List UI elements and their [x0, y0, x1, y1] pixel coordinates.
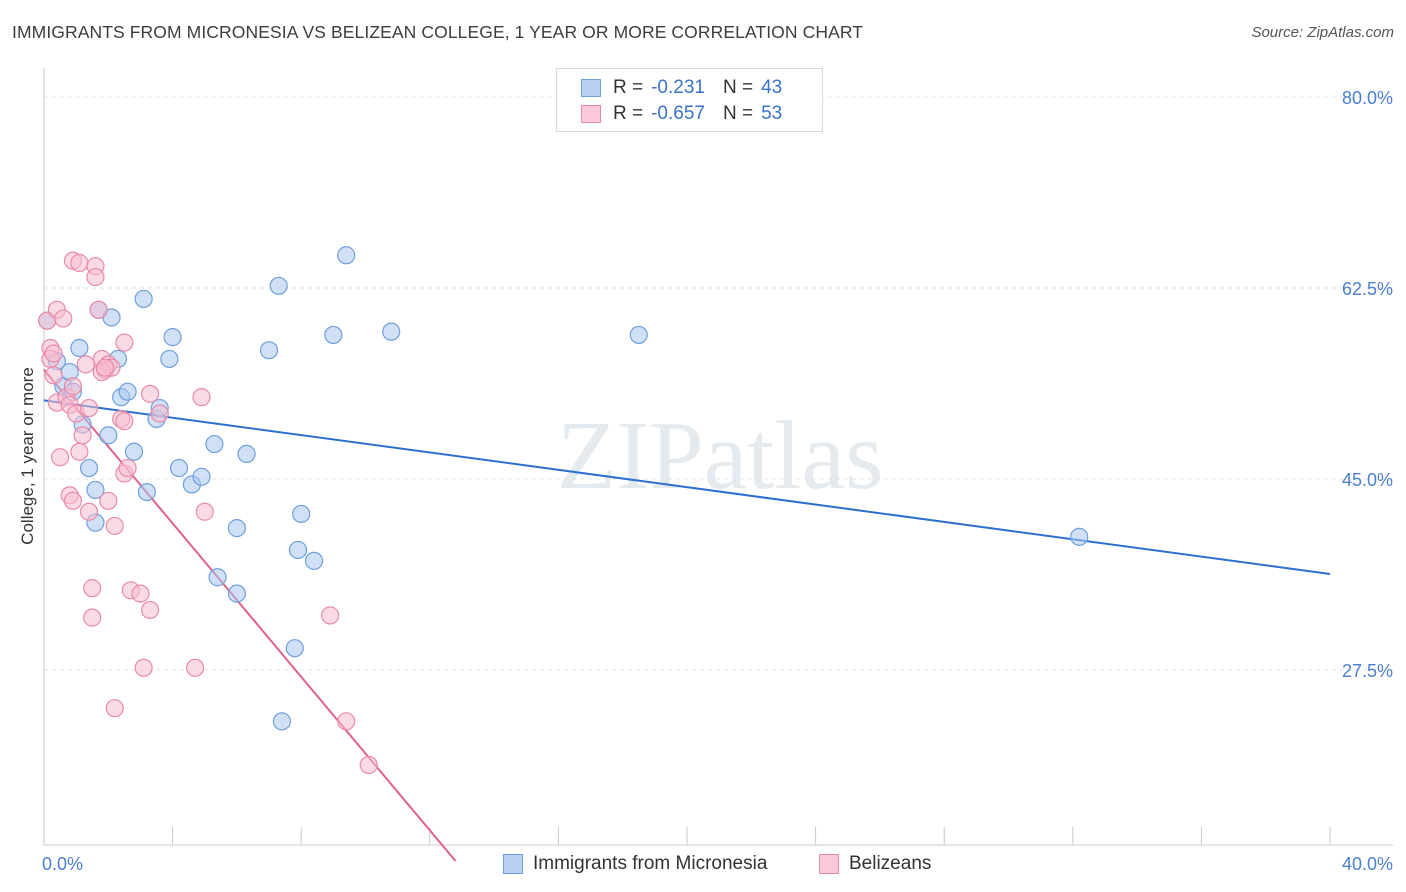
y-tick-labels: 27.5% 45.0% 62.5% 80.0%	[1342, 88, 1393, 681]
x-tick-label-min: 0.0%	[42, 854, 83, 874]
legend-row-belizeans: R = -0.657 N = 53	[581, 101, 800, 127]
point-belizeans	[70, 253, 89, 272]
point-micronesia	[137, 482, 156, 502]
gridlines	[44, 96, 1393, 671]
point-belizeans	[73, 426, 92, 445]
point-micronesia	[99, 426, 118, 445]
point-micronesia	[237, 444, 256, 463]
point-belizeans	[359, 755, 378, 775]
point-micronesia	[272, 712, 292, 731]
point-micronesia	[285, 639, 304, 658]
bottom-legend-label-belizeans: Belizeans	[849, 853, 932, 874]
point-micronesia	[192, 467, 211, 486]
point-micronesia	[227, 519, 246, 538]
point-micronesia	[169, 458, 189, 478]
legend-swatch-micronesia	[581, 79, 601, 97]
point-micronesia	[205, 434, 224, 454]
bottom-legend-swatch-micronesia	[503, 854, 523, 874]
point-belizeans	[70, 442, 89, 461]
y-tick-label: 27.5%	[1342, 661, 1393, 681]
point-belizeans	[321, 606, 340, 625]
point-micronesia	[163, 328, 182, 347]
series-belizeans-points	[38, 251, 378, 775]
point-micronesia	[160, 349, 179, 369]
point-belizeans	[337, 712, 356, 731]
legend-n-value: 43	[761, 77, 783, 98]
legend-r-value: -0.231	[651, 77, 705, 98]
point-belizeans	[118, 458, 137, 478]
correlation-legend: R = -0.231 N = 43 R = -0.657 N = 53	[556, 68, 823, 132]
point-micronesia	[208, 568, 227, 587]
point-micronesia	[292, 504, 311, 524]
bottom-legend-label-micronesia: Immigrants from Micronesia	[533, 853, 768, 874]
point-micronesia	[304, 551, 324, 570]
x-tick-label-max: 40.0%	[1342, 854, 1393, 874]
point-belizeans	[95, 358, 115, 377]
legend-r-label: R =	[613, 77, 644, 98]
point-belizeans	[79, 502, 99, 521]
legend-r-value: -0.657	[651, 103, 705, 124]
point-belizeans	[131, 584, 150, 603]
point-micronesia	[134, 289, 153, 309]
bottom-legend-belizeans: Belizeans	[819, 852, 931, 876]
point-belizeans	[83, 579, 102, 598]
point-belizeans	[134, 658, 153, 677]
point-belizeans	[63, 377, 83, 396]
point-belizeans	[105, 516, 124, 536]
point-belizeans	[99, 491, 118, 510]
point-belizeans	[115, 333, 134, 352]
trend-line-belizeans	[43, 369, 457, 862]
point-belizeans	[115, 412, 134, 431]
point-belizeans	[150, 404, 169, 423]
point-belizeans	[89, 300, 108, 319]
point-micronesia	[79, 458, 99, 478]
legend-swatch-belizeans	[581, 105, 601, 123]
point-micronesia	[259, 341, 279, 360]
trend-lines	[43, 369, 1331, 862]
point-belizeans	[50, 448, 70, 467]
bottom-legend-micronesia: Immigrants from Micronesia	[503, 852, 767, 876]
point-micronesia	[118, 382, 137, 401]
point-belizeans	[79, 398, 99, 418]
point-micronesia	[86, 480, 105, 500]
point-belizeans	[192, 388, 211, 407]
point-belizeans	[140, 384, 160, 403]
point-belizeans	[195, 502, 214, 521]
point-micronesia	[382, 322, 401, 341]
chart-source: Source: ZipAtlas.com	[1251, 24, 1394, 41]
point-belizeans	[63, 491, 83, 510]
legend-row-micronesia: R = -0.231 N = 43	[581, 75, 800, 101]
point-micronesia	[1070, 527, 1089, 546]
point-micronesia	[337, 246, 356, 265]
point-micronesia	[324, 325, 343, 345]
point-belizeans	[76, 355, 95, 374]
point-micronesia	[288, 540, 308, 560]
point-belizeans	[105, 699, 124, 718]
point-belizeans	[83, 608, 102, 627]
point-belizeans	[186, 658, 205, 677]
point-belizeans	[44, 366, 63, 385]
chart-title: IMMIGRANTS FROM MICRONESIA VS BELIZEAN C…	[12, 22, 864, 42]
y-tick-label: 80.0%	[1342, 88, 1393, 108]
point-micronesia	[227, 584, 246, 603]
legend-n-label: N =	[722, 103, 754, 124]
point-micronesia	[70, 338, 89, 358]
point-micronesia	[124, 442, 144, 461]
bottom-legend-swatch-belizeans	[819, 854, 839, 874]
point-belizeans	[54, 309, 73, 328]
y-tick-label: 45.0%	[1342, 470, 1393, 490]
trend-line-micronesia	[43, 399, 1331, 575]
y-tick-label: 62.5%	[1342, 279, 1393, 299]
point-belizeans	[86, 267, 105, 287]
point-belizeans	[44, 344, 63, 363]
watermark: ZIPatlas	[557, 402, 884, 510]
legend-r-label: R =	[613, 103, 644, 124]
legend-n-value: 53	[761, 103, 783, 124]
legend-n-label: N =	[722, 77, 754, 98]
point-micronesia	[269, 276, 288, 295]
point-belizeans	[140, 600, 160, 620]
point-micronesia	[629, 325, 648, 345]
